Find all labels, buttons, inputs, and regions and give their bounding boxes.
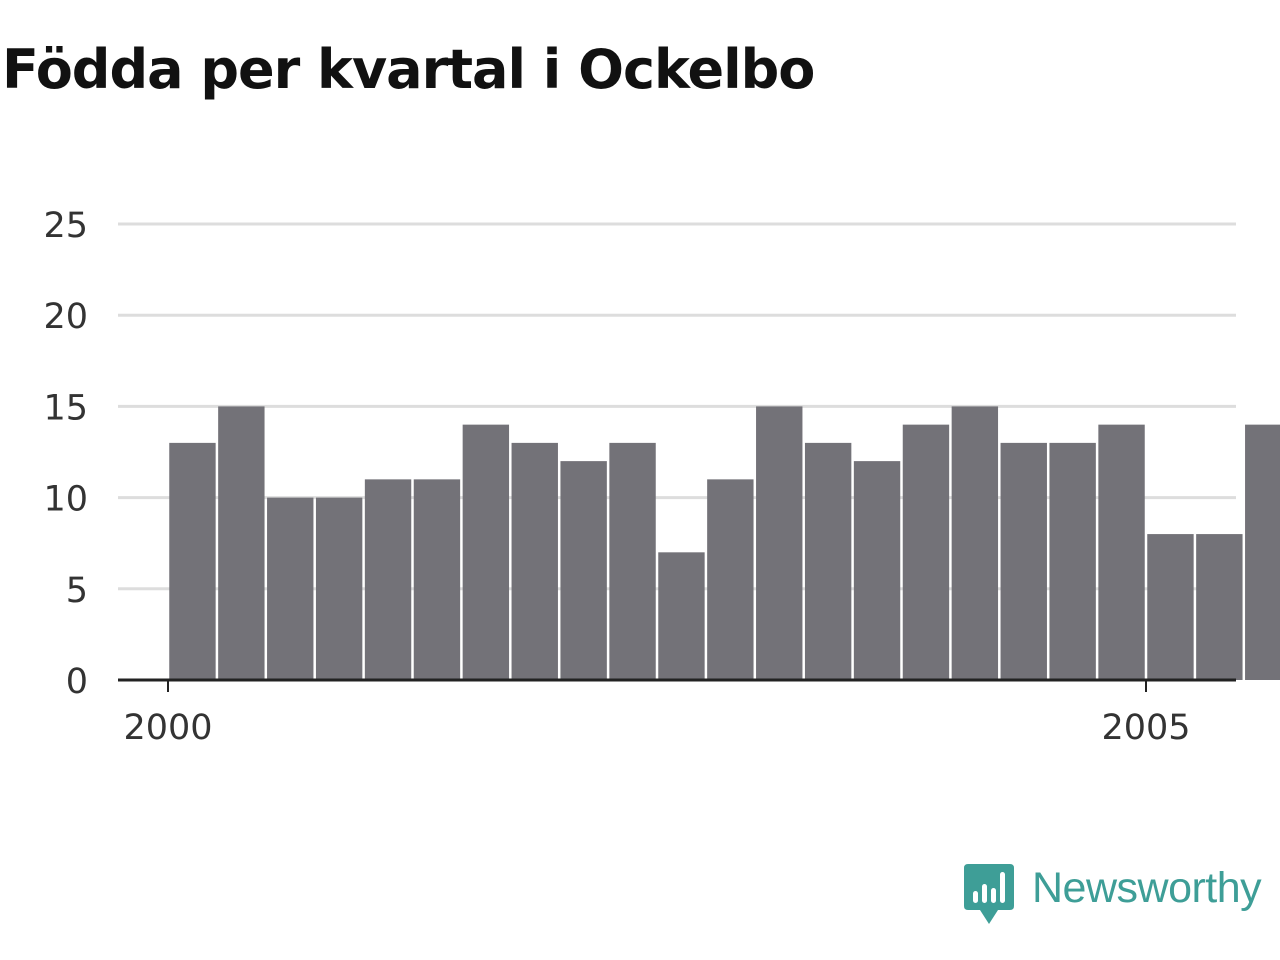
brand: Newsworthy [964,864,1262,928]
bar [169,442,216,680]
bar [267,497,314,680]
bar [1147,534,1194,680]
brand-name: Newsworthy [1032,864,1262,912]
bar [658,552,705,680]
y-tick-label: 20 [43,297,88,337]
bar [1049,442,1096,680]
bar [609,442,656,680]
bar [804,442,852,680]
bar [853,461,901,680]
bar [1245,424,1280,680]
bar [707,479,754,680]
newsworthy-logo-icon [964,864,1014,924]
y-tick-label: 5 [66,571,88,611]
bar [1196,534,1243,680]
bar [315,497,363,680]
y-axis-ticks: 0 5 10 15 20 25 [43,206,88,702]
bar [1000,442,1047,680]
y-tick-label: 0 [66,662,88,702]
y-tick-label: 15 [43,388,88,428]
bar [560,461,607,680]
bar [902,424,950,680]
chart-title: Födda per kvartal i Ockelbo [2,38,815,101]
x-axis-ticks: 200020052010201520202025 [123,680,1191,748]
bar [218,406,265,680]
bar [951,406,999,680]
y-tick-label: 10 [43,480,88,520]
bar [462,424,510,680]
bar [364,479,412,680]
bar [413,479,461,680]
bar [1098,424,1145,680]
bar [511,442,558,680]
bars [169,406,1280,680]
x-tick-label: 2000 [123,708,212,748]
x-tick-label: 2005 [1101,708,1190,748]
y-tick-label: 25 [43,206,88,246]
bar [756,406,803,680]
